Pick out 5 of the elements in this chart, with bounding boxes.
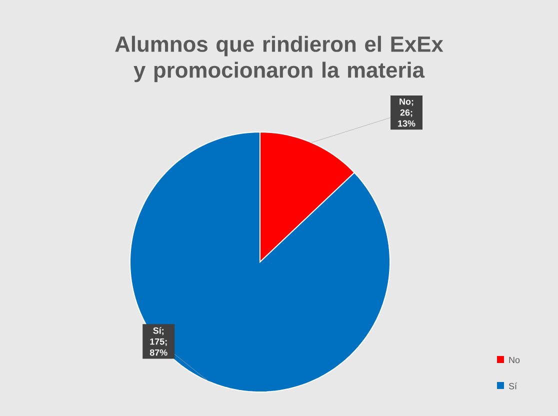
legend-label: Sí (508, 382, 517, 390)
legend-label: No (509, 356, 520, 364)
data-label: No; 26; 13% (398, 98, 416, 127)
data-label: Sí; 175; 87% (150, 327, 168, 356)
chart-title: Alumnos que rindieron el ExEx y promocionaron la materia (115, 36, 444, 82)
